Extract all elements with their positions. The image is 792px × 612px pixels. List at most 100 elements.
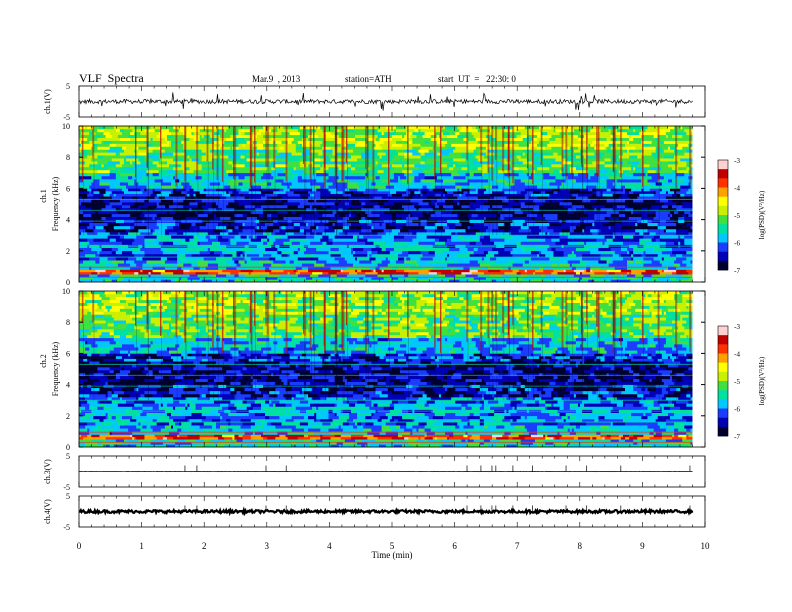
ch1-spectrogram-cell [289, 213, 301, 217]
ch1-spectrogram-cell [242, 253, 245, 258]
ch1-spectrogram-cell [469, 241, 477, 245]
ch1-spectrogram-cell [273, 188, 280, 192]
ch1-spectrogram-cell [496, 260, 509, 264]
ch1-spectrogram-cell [134, 279, 145, 283]
ch1-spectrogram-cell [271, 232, 276, 236]
ch1-spectrogram-cell [661, 204, 665, 209]
ch1-spectrogram-cell [332, 185, 342, 189]
ch1-spectrogram-cell [624, 191, 630, 194]
ch1-spectrogram-cell [532, 271, 536, 275]
ch1-spectrogram-cell [383, 269, 397, 273]
ch1-spectrogram-cell [498, 169, 511, 174]
ch1-spectrogram-cell [97, 210, 108, 215]
ch1-spectrogram-cell [218, 263, 231, 267]
ch1-spectrogram-cell [291, 152, 303, 156]
ch1-spectrogram-cell [85, 169, 98, 174]
ch1-spectrogram-cell [471, 126, 477, 130]
ch1-spectrogram-cell [408, 137, 413, 141]
ch1-spectrogram-cell [631, 166, 634, 171]
ch1-spectrogram-cell [361, 253, 368, 258]
ch1-spectrogram-cell [291, 169, 305, 174]
ch1-spectrogram-cell [487, 232, 499, 236]
ch1-spectrogram-cell [412, 137, 421, 141]
ch1-spectrogram-cell [207, 196, 221, 200]
ch1-spectrogram-cell [522, 247, 536, 252]
ch1-spectrogram-cell [342, 216, 350, 220]
ch1-spectrogram-cell [451, 232, 456, 236]
ch1-spectrogram-cell [631, 172, 634, 177]
ch1-spectrogram-cell [134, 202, 137, 206]
ch1-spectrogram-cell [547, 131, 550, 136]
ch1-spectrogram-cell [350, 131, 364, 136]
ch1-spectrogram-cell [348, 161, 360, 165]
ch1-spectrogram-cell [173, 216, 180, 220]
ch1-spectrogram-cell [667, 199, 673, 203]
ch1-spectrogram-cell [663, 204, 669, 209]
ch1-spectrogram-cell [79, 266, 90, 270]
ch1-spectrogram-cell [228, 232, 231, 236]
ch1-spectrogram-cell [496, 137, 507, 141]
ch1-spectrogram-cell [616, 155, 620, 159]
ch1-spectrogram-cell [254, 228, 264, 233]
ch1-spectrogram-cell [357, 158, 370, 162]
ch1-spectrogram-cell [97, 149, 100, 153]
ch1-spectrogram-cell [171, 191, 174, 194]
ch1-spectrogram-cell [375, 199, 389, 203]
ch1-spectrogram-cell [87, 137, 98, 141]
ch1-spectrogram-cell [128, 188, 141, 192]
ch1-spectrogram-cell [316, 128, 323, 133]
ch1-spectrogram-cell [97, 169, 110, 174]
ch1-spectrogram-cell [175, 279, 188, 283]
ch1-spectrogram-cell [580, 131, 591, 136]
ch1-spectrogram-cell [224, 188, 237, 192]
ch1-spectrogram-cell [230, 193, 235, 197]
ch1-spectrogram-cell [418, 172, 425, 177]
ch1-spectrogram-cell [136, 140, 145, 144]
ch1-spectrogram-cell [508, 161, 511, 165]
ch2-spectrogram-cell [85, 444, 90, 448]
ch1-spectrogram-cell [516, 185, 530, 189]
ch2-spectrogram-cell [303, 444, 311, 448]
ch1-spectrogram-cell [459, 213, 468, 217]
ch1-spectrogram-cell [89, 134, 96, 138]
ch1-spectrogram-cell [342, 213, 346, 217]
ch1-spectrogram-cell [678, 182, 689, 186]
ch1-spectrogram-cell [473, 179, 477, 183]
ch1-spectrogram-cell [614, 161, 624, 165]
ch1-spectrogram-cell [516, 193, 519, 197]
ch1-spectrogram-cell [250, 149, 256, 153]
ch1-spectrogram-cell [297, 263, 303, 267]
ch1-spectrogram-cell [649, 161, 659, 165]
ch1-spectrogram-cell [236, 134, 250, 138]
ch1-spectrogram-cell [569, 166, 577, 171]
ch1-spectrogram-cell [402, 202, 413, 206]
ch1-spectrogram-cell [330, 193, 337, 197]
ch1-spectrogram-cell [193, 238, 200, 242]
ch1-spectrogram-cell [185, 241, 198, 245]
ch1-spectrogram-cell [350, 222, 364, 227]
ch1-spectrogram-cell [434, 238, 440, 242]
ch1-spectrogram-cell [248, 188, 260, 192]
ch1-spectrogram-cell [408, 213, 411, 217]
ch1-spectrogram-cell [342, 146, 354, 150]
ch1-spectrogram-cell [633, 149, 636, 153]
ch1-spectrogram-cell [263, 247, 266, 252]
ch1-spectrogram-cell [220, 146, 231, 150]
ch1-spectrogram-cell [332, 241, 342, 245]
ch1-spectrogram-cell [357, 182, 362, 186]
ch1-spectrogram-cell [432, 232, 440, 236]
ch2-spectrogram-cell [528, 444, 538, 448]
ch1-spectrogram-cell [661, 188, 671, 192]
ch1-spectrogram-cell [676, 257, 687, 261]
ch1-spectrogram-cell [485, 149, 489, 153]
ch1-spectrogram-cell [162, 274, 170, 278]
ch1-spectrogram-cell [154, 228, 166, 233]
ch1-spectrogram-cell [510, 169, 524, 174]
ch1-spectrogram-cell [565, 274, 575, 278]
ch1-spectrogram-cell [162, 134, 168, 138]
ch1-spectrogram-cell [148, 172, 153, 177]
ch1-spectrogram-cell [95, 166, 108, 171]
ch1-spectrogram-cell [303, 228, 313, 233]
ch1-spectrogram-cell [113, 225, 121, 230]
ch1-spectrogram-cell [275, 140, 282, 144]
